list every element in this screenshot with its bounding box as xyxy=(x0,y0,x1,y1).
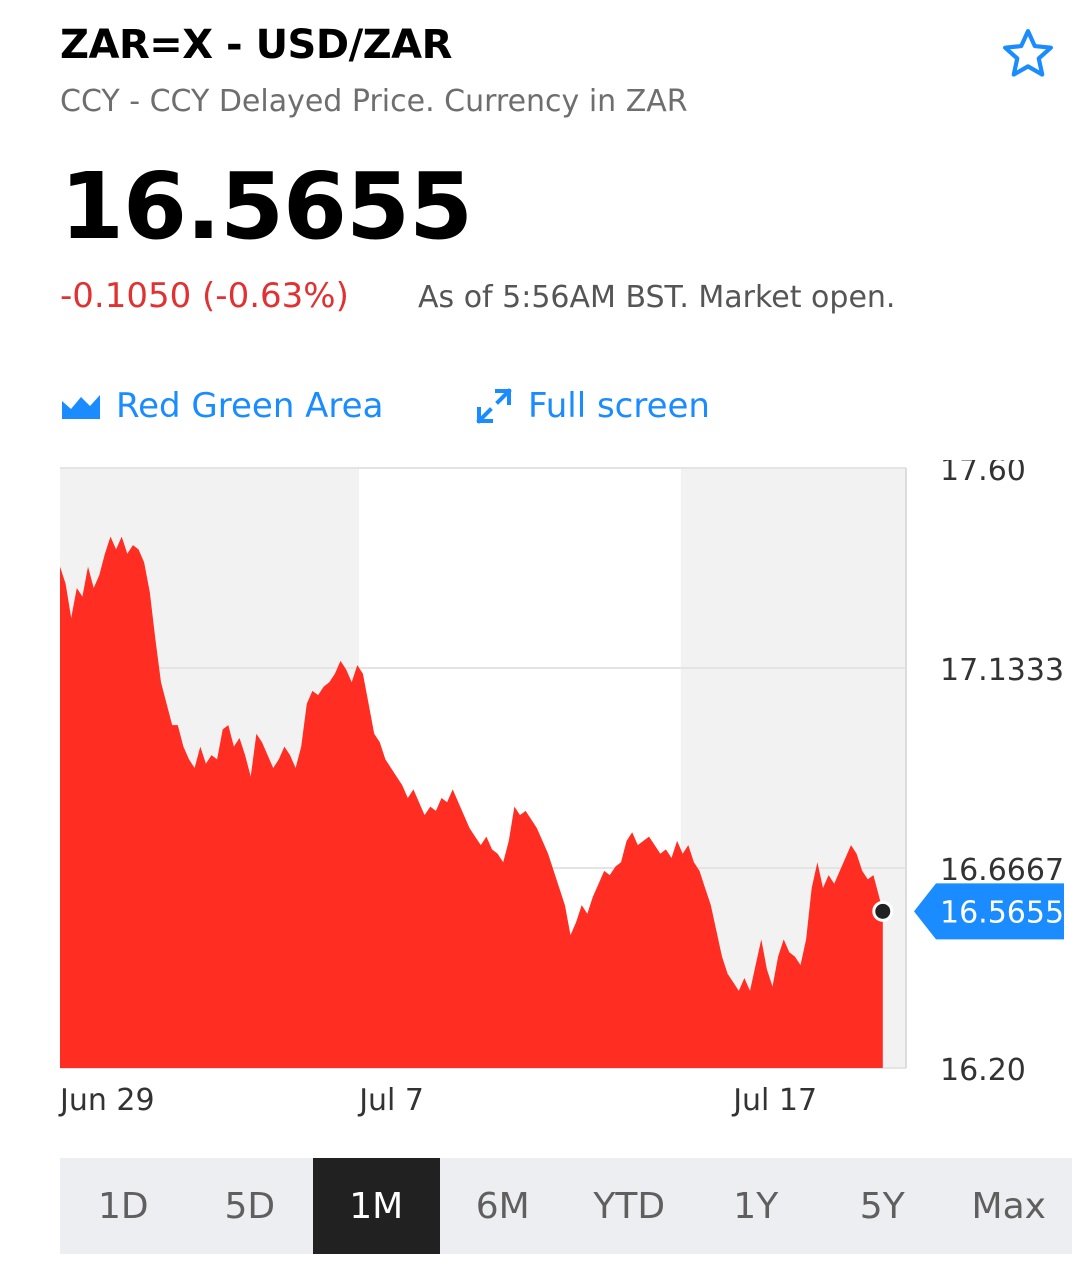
current-price-dot xyxy=(872,900,894,922)
fullscreen-label: Full screen xyxy=(528,386,710,426)
market-status: As of 5:56AM BST. Market open. xyxy=(418,280,896,315)
y-tick-label-0: 17.60 xyxy=(940,460,1026,488)
area-chart-icon xyxy=(62,395,100,419)
range-button-6m[interactable]: 6M xyxy=(475,1185,530,1227)
range-button-1y[interactable]: 1Y xyxy=(733,1185,779,1227)
range-button-ytd[interactable]: YTD xyxy=(593,1185,666,1227)
y-tick-label-2: 16.6667 xyxy=(940,853,1064,888)
range-button-5d[interactable]: 5D xyxy=(224,1185,276,1227)
chart-type-button[interactable]: Red Green Area xyxy=(60,386,383,426)
range-button-1d[interactable]: 1D xyxy=(97,1185,149,1227)
y-axis-labels: 17.60 17.1333 16.6667 16.20 xyxy=(940,460,1064,1088)
current-price-label: 16.5655 xyxy=(940,895,1064,930)
price-area xyxy=(60,536,883,1068)
x-tick-label-2: Jul 17 xyxy=(731,1083,817,1118)
range-button-1m[interactable]: 1M xyxy=(313,1158,440,1254)
current-price: 16.5655 xyxy=(60,153,473,260)
y-tick-label-1: 17.1333 xyxy=(940,653,1064,688)
y-tick-label-3: 16.20 xyxy=(940,1053,1026,1088)
page-title: ZAR=X - USD/ZAR xyxy=(60,22,452,68)
chart-background xyxy=(60,468,906,1068)
chart-type-label: Red Green Area xyxy=(116,386,384,426)
current-price-tag xyxy=(914,883,1064,940)
quote-subtitle: CCY - CCY Delayed Price. Currency in ZAR xyxy=(60,84,688,119)
range-button-5y[interactable]: 5Y xyxy=(859,1185,905,1227)
expand-arrows-icon xyxy=(476,388,512,424)
star-outline-icon[interactable] xyxy=(1000,26,1056,82)
x-tick-label-1: Jul 7 xyxy=(357,1083,424,1118)
fullscreen-button[interactable]: Full screen xyxy=(474,386,710,426)
price-chart[interactable]: 17.60 17.1333 16.6667 16.20 Jun 29 Jul 7 Jul … xyxy=(0,460,1082,1120)
range-button-max[interactable]: Max xyxy=(971,1185,1046,1227)
range-selector: 1D 5D 1M 6M YTD 1Y 5Y Max xyxy=(60,1158,1072,1254)
current-price-marker: 16.5655 xyxy=(872,883,1064,940)
x-tick-label-0: Jun 29 xyxy=(58,1083,155,1118)
price-change: -0.1050 (-0.63%) xyxy=(60,276,349,316)
x-axis-labels: Jun 29 Jul 7 Jul 17 xyxy=(58,1083,817,1118)
